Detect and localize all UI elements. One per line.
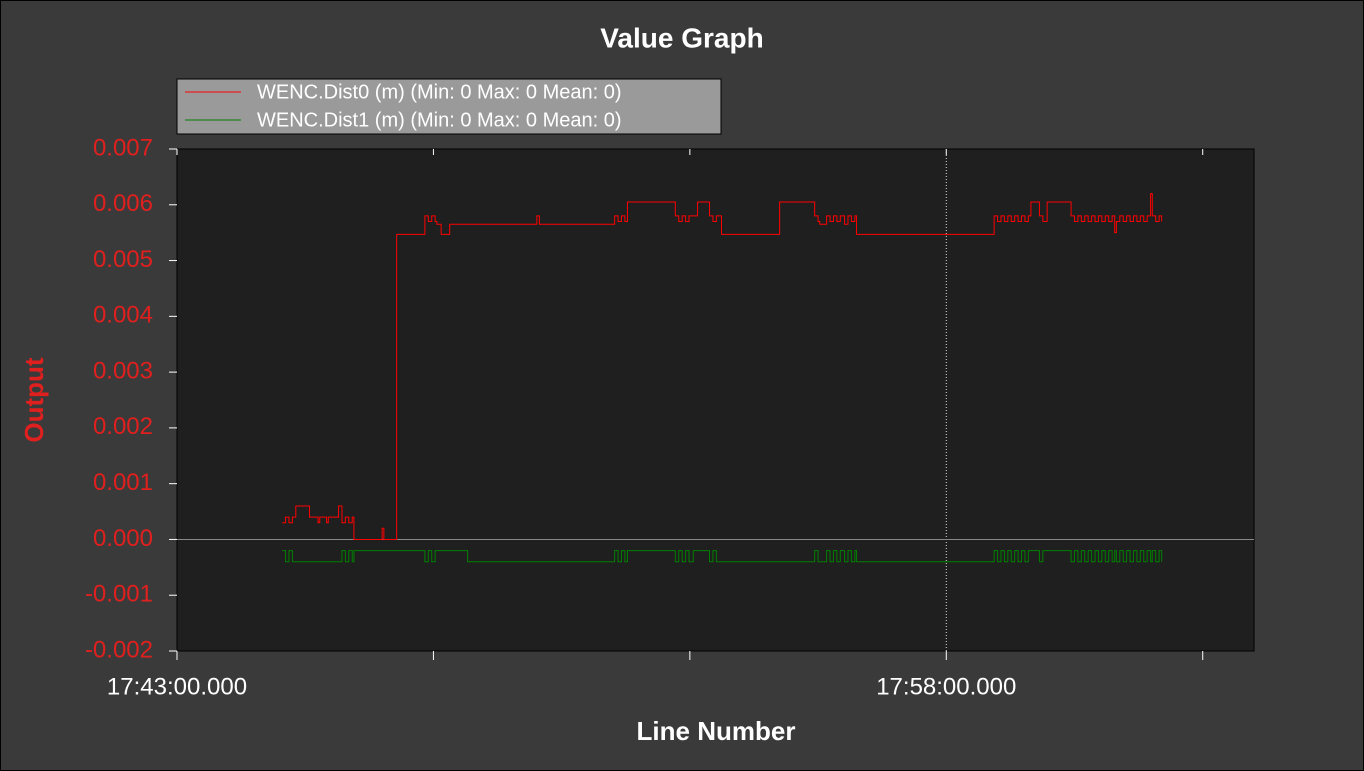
- x-tick-label: 17:43:00.000: [107, 673, 247, 700]
- y-tick-label: 0.000: [93, 525, 153, 552]
- series-line: [282, 193, 1163, 540]
- chart-title: Value Graph: [600, 22, 763, 53]
- y-tick-label: 0.002: [93, 413, 153, 440]
- plot-area: [176, 148, 1255, 652]
- x-axis-label: Line Number: [637, 716, 796, 746]
- legend: WENC.Dist0 (m) (Min: 0 Max: 0 Mean: 0) WE…: [176, 78, 722, 135]
- y-tick-label: -0.001: [85, 581, 153, 608]
- x-tick-label: 17:58:00.000: [876, 673, 1016, 700]
- y-axis-label: Output: [19, 357, 49, 443]
- y-tick-label: 0.003: [93, 357, 153, 384]
- legend-box: [176, 78, 722, 135]
- y-tick-label: 0.004: [93, 302, 153, 329]
- y-tick-label: -0.002: [85, 636, 153, 663]
- legend-label: WENC.Dist1 (m) (Min: 0 Max: 0 Mean: 0): [257, 109, 622, 131]
- y-tick-label: 0.006: [93, 190, 153, 217]
- legend-label: WENC.Dist0 (m) (Min: 0 Max: 0 Mean: 0): [257, 81, 622, 103]
- y-tick-label: 0.007: [93, 134, 153, 161]
- y-tick-label: 0.005: [93, 246, 153, 273]
- y-tick-label: 0.001: [93, 469, 153, 496]
- series-line: [282, 550, 1163, 563]
